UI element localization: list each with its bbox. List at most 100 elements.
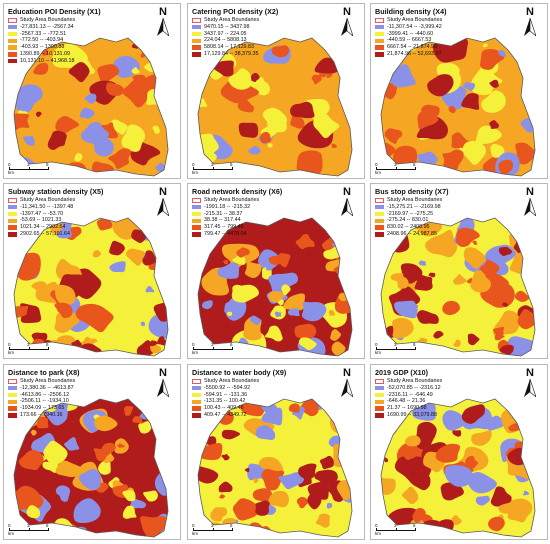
legend-swatch [8, 406, 17, 410]
map-title: Road network density (X6) [192, 187, 282, 196]
north-arrow-icon [157, 18, 169, 36]
north-arrow-icon [524, 198, 536, 216]
map-title: Distance to water body (X9) [192, 368, 286, 377]
legend-entry: 2408.96 -- 24,987.85 [375, 231, 442, 238]
legend-swatch [192, 32, 201, 36]
scale-bar: 0 3 6 km [8, 342, 52, 354]
map-region-class-3 [159, 462, 169, 470]
map-region-class-5 [239, 123, 258, 138]
scale-tick [29, 528, 30, 531]
scale-tick [396, 528, 397, 531]
legend-swatch [375, 52, 384, 56]
map-panel: Road network density (X6) Study Area Boun… [187, 183, 365, 359]
map-legend: Study Area Boundaries -11,307.54 -- -3,99… [375, 17, 442, 58]
map-title: Bus stop density (X7) [375, 187, 448, 196]
map-region-class-4 [156, 267, 165, 275]
scale-tick [415, 167, 416, 170]
map-panel: Subway station density (X5) Study Area Bo… [3, 183, 181, 359]
map-legend: Study Area Boundaries -15,275.21 -- -2169… [375, 197, 442, 238]
scale-bar: 0 3 6 km [192, 342, 236, 354]
scale-bar: 0 3 6 km [8, 162, 52, 174]
legend-swatch [375, 25, 384, 29]
north-label: N [337, 7, 357, 18]
legend-swatch [375, 205, 384, 209]
legend-swatch [8, 198, 17, 202]
scale-unit: km [192, 531, 198, 536]
legend-swatch [375, 400, 384, 404]
legend-swatch [8, 400, 17, 404]
scale-bar: 0 3 6 km [192, 162, 236, 174]
map-region-class-3 [345, 467, 349, 471]
legend-swatch [375, 32, 384, 36]
legend-swatch [375, 219, 384, 223]
scale-tick [48, 528, 49, 531]
map-region-class-2 [267, 143, 272, 147]
map-title: Distance to park (X8) [8, 368, 80, 377]
map-region-class-2 [336, 227, 346, 237]
north-arrow: N [520, 187, 540, 217]
scale-tick [232, 528, 233, 531]
map-title: 2019 GDP (X10) [375, 368, 428, 377]
map-region-class-4 [199, 443, 222, 460]
map-region-class-3 [374, 477, 396, 495]
legend-swatch [375, 198, 384, 202]
north-arrow-icon [341, 18, 353, 36]
scale-tick [213, 528, 214, 531]
map-region-class-3 [333, 444, 358, 467]
scale-bar: 0 3 6 km [375, 523, 419, 535]
map-region-class-1 [522, 410, 532, 416]
legend-entry: 21,874.96 -- 52,693.07 [375, 51, 442, 58]
legend-entry: 2902.65 -- 57,191.64 [8, 231, 75, 238]
map-region-class-3 [330, 410, 365, 436]
north-label: N [520, 368, 540, 379]
legend-swatch [192, 52, 201, 56]
legend-swatch [192, 406, 201, 410]
legend-entry: 10,131.10 -- 41,968.18 [8, 58, 75, 65]
legend-swatch [8, 32, 17, 36]
north-arrow-icon [524, 379, 536, 397]
map-region-class-4 [295, 324, 317, 339]
north-arrow-icon [341, 198, 353, 216]
legend-swatch [8, 219, 17, 223]
legend-swatch [8, 45, 17, 49]
legend-swatch [375, 39, 384, 43]
map-region-class-4 [4, 253, 41, 281]
legend-label: 799.47 -- 4478.04 [204, 231, 247, 238]
north-arrow: N [520, 7, 540, 37]
scale-bar: 0 3 6 km [8, 523, 52, 535]
legend-swatch [192, 45, 201, 49]
legend-swatch [192, 25, 201, 29]
scale-unit: km [375, 531, 381, 536]
legend-swatch [375, 232, 384, 236]
map-region-class-4 [140, 516, 168, 540]
north-label: N [153, 187, 173, 198]
legend-swatch [192, 198, 201, 202]
legend-label: 173.66 -- 7940.16 [20, 412, 63, 419]
north-label: N [520, 187, 540, 198]
legend-swatch [375, 45, 384, 49]
map-legend: Study Area Boundaries -27,831.13 -- -2567… [8, 17, 75, 65]
legend-swatch [375, 18, 384, 22]
map-panel: Education POI Density (X1) Study Area Bou… [3, 3, 181, 179]
scale-tick [48, 347, 49, 350]
legend-label: 2408.96 -- 24,987.85 [387, 231, 437, 238]
legend-swatch [375, 386, 384, 390]
map-region-class-5 [199, 418, 212, 428]
scale-tick [48, 167, 49, 170]
legend-swatch [375, 225, 384, 229]
legend-swatch [375, 212, 384, 216]
north-label: N [337, 368, 357, 379]
legend-swatch [192, 379, 201, 383]
legend-swatch [192, 386, 201, 390]
legend-swatch [8, 212, 17, 216]
legend-entry: 409.47 -- 4349.72 [192, 412, 259, 419]
scale-unit: km [8, 531, 14, 536]
map-title: Catering POI density (X2) [192, 7, 278, 16]
legend-swatch [8, 393, 17, 397]
map-legend: Study Area Boundaries -12,380.36 -- -4613… [8, 378, 75, 419]
map-panel: Distance to park (X8) Study Area Boundari… [3, 364, 181, 540]
legend-swatch [192, 232, 201, 236]
scale-tick [29, 167, 30, 170]
legend-swatch [8, 39, 17, 43]
north-label: N [153, 368, 173, 379]
